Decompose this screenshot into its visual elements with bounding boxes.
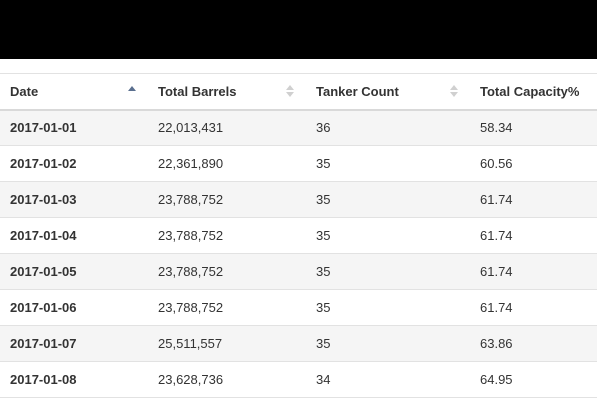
cell-total-capacity: 61.74 bbox=[470, 289, 597, 326]
cell-total-barrels: 22,013,431 bbox=[148, 109, 306, 146]
cell-date: 2017-01-07 bbox=[0, 325, 148, 362]
cell-date: 2017-01-05 bbox=[0, 253, 148, 290]
cell-total-capacity: 63.86 bbox=[470, 325, 597, 362]
cell-tanker-count: 35 bbox=[306, 181, 470, 218]
column-header-total-barrels[interactable]: Total Barrels bbox=[148, 73, 306, 111]
cell-tanker-count: 35 bbox=[306, 217, 470, 254]
cell-tanker-count: 35 bbox=[306, 325, 470, 362]
cell-total-barrels: 25,511,557 bbox=[148, 325, 306, 362]
table-row: 2017-01-05 23,788,752 35 61.74 bbox=[0, 253, 597, 290]
column-header-total-capacity[interactable]: Total Capacity% bbox=[470, 73, 597, 111]
cell-total-capacity: 64.95 bbox=[470, 361, 597, 398]
data-table: Date Total Barrels Tanker Count bbox=[0, 73, 597, 398]
cell-total-capacity: 60.56 bbox=[470, 145, 597, 182]
table-row: 2017-01-03 23,788,752 35 61.74 bbox=[0, 181, 597, 218]
cell-total-barrels: 23,788,752 bbox=[148, 289, 306, 326]
sort-both-icon[interactable] bbox=[286, 84, 294, 98]
cell-date: 2017-01-01 bbox=[0, 109, 148, 146]
cell-total-barrels: 23,788,752 bbox=[148, 253, 306, 290]
cell-date: 2017-01-02 bbox=[0, 145, 148, 182]
table-row: 2017-01-08 23,628,736 34 64.95 bbox=[0, 361, 597, 398]
cell-tanker-count: 35 bbox=[306, 253, 470, 290]
table-row: 2017-01-06 23,788,752 35 61.74 bbox=[0, 289, 597, 326]
table-row: 2017-01-02 22,361,890 35 60.56 bbox=[0, 145, 597, 182]
cell-tanker-count: 35 bbox=[306, 145, 470, 182]
column-header-label: Date bbox=[10, 83, 39, 99]
column-header-label: Total Capacity% bbox=[480, 83, 580, 99]
cell-date: 2017-01-03 bbox=[0, 181, 148, 218]
top-black-bar bbox=[0, 0, 597, 59]
cell-total-barrels: 23,788,752 bbox=[148, 217, 306, 254]
cell-tanker-count: 34 bbox=[306, 361, 470, 398]
cell-date: 2017-01-04 bbox=[0, 217, 148, 254]
table-row: 2017-01-04 23,788,752 35 61.74 bbox=[0, 217, 597, 254]
table-header-row: Date Total Barrels Tanker Count bbox=[0, 73, 597, 111]
cell-total-barrels: 22,361,890 bbox=[148, 145, 306, 182]
sort-both-icon[interactable] bbox=[450, 84, 458, 98]
table-row: 2017-01-01 22,013,431 36 58.34 bbox=[0, 109, 597, 146]
column-header-label: Tanker Count bbox=[316, 83, 399, 99]
cell-total-capacity: 61.74 bbox=[470, 181, 597, 218]
cell-total-barrels: 23,628,736 bbox=[148, 361, 306, 398]
cell-total-capacity: 61.74 bbox=[470, 253, 597, 290]
cell-total-barrels: 23,788,752 bbox=[148, 181, 306, 218]
data-table-container: Date Total Barrels Tanker Count bbox=[0, 73, 597, 398]
column-header-date[interactable]: Date bbox=[0, 73, 148, 111]
sort-ascending-icon[interactable] bbox=[128, 84, 136, 98]
cell-total-capacity: 61.74 bbox=[470, 217, 597, 254]
table-row: 2017-01-07 25,511,557 35 63.86 bbox=[0, 325, 597, 362]
cell-tanker-count: 36 bbox=[306, 109, 470, 146]
cell-date: 2017-01-08 bbox=[0, 361, 148, 398]
cell-tanker-count: 35 bbox=[306, 289, 470, 326]
column-header-tanker-count[interactable]: Tanker Count bbox=[306, 73, 470, 111]
column-header-label: Total Barrels bbox=[158, 83, 237, 99]
cell-date: 2017-01-06 bbox=[0, 289, 148, 326]
cell-total-capacity: 58.34 bbox=[470, 109, 597, 146]
